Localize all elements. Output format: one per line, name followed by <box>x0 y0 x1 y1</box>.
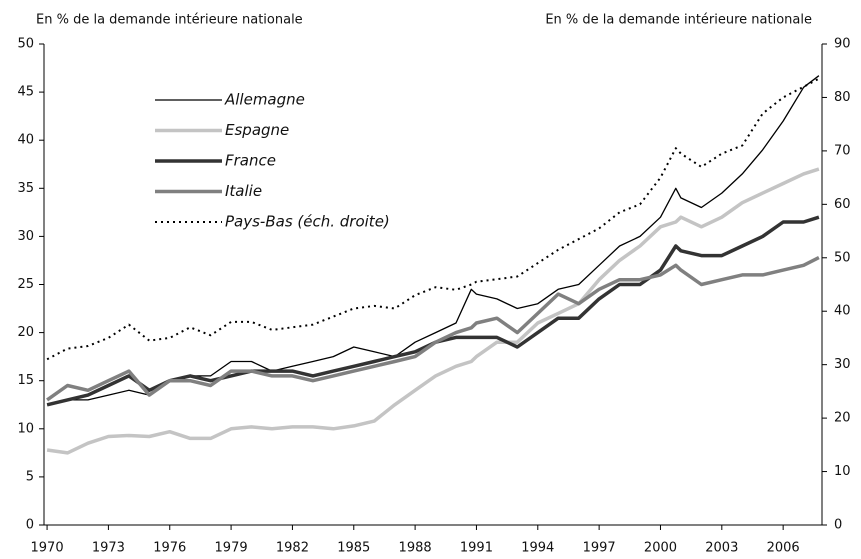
legend-label: Espagne <box>225 121 289 139</box>
y-tick-label: 40 <box>17 133 34 148</box>
y2-axis-label: En % de la demande intérieure nationale <box>545 13 812 28</box>
x-tick-label: 1988 <box>399 541 432 556</box>
legend-label: Italie <box>225 182 262 200</box>
x-tick-label: 1976 <box>153 541 186 556</box>
x-tick-label: 1970 <box>31 541 64 556</box>
x-tick-label: 1982 <box>276 541 309 556</box>
x-tick-label: 1994 <box>521 541 554 556</box>
x-tick-label: 2003 <box>705 541 738 556</box>
y-tick-label: 0 <box>26 518 34 533</box>
y2-tick-label: 20 <box>834 411 851 426</box>
series-line <box>46 167 820 455</box>
x-tick-label: 2006 <box>767 541 800 556</box>
x-tick-label: 1991 <box>460 541 493 556</box>
x-tick-label: 1985 <box>337 541 370 556</box>
y-tick-label: 15 <box>17 373 34 388</box>
y-tick-label: 10 <box>17 421 34 436</box>
y2-tick-label: 10 <box>834 464 851 479</box>
series-line <box>46 77 820 361</box>
legend-label: Pays-Bas (éch. droite) <box>225 213 390 231</box>
legend-label: France <box>225 152 276 170</box>
y-tick-label: 50 <box>17 37 34 52</box>
legend-label: Allemagne <box>224 91 305 109</box>
series-line <box>46 215 820 407</box>
series-line <box>46 75 820 406</box>
y2-tick-label: 60 <box>834 197 851 212</box>
x-tick-label: 1997 <box>583 541 616 556</box>
y-axis-label: En % de la demande intérieure nationale <box>36 13 303 28</box>
y-tick-label: 25 <box>17 277 34 292</box>
y-tick-label: 35 <box>17 181 34 196</box>
x-tick-label: 2000 <box>644 541 677 556</box>
y-tick-label: 5 <box>26 469 34 484</box>
y2-tick-label: 80 <box>834 90 851 105</box>
y2-tick-label: 90 <box>834 37 851 52</box>
y2-tick-label: 70 <box>834 143 851 158</box>
y-tick-label: 45 <box>17 85 34 100</box>
x-tick-label: 1973 <box>92 541 125 556</box>
y-tick-label: 30 <box>17 229 34 244</box>
y-tick-label: 20 <box>17 325 34 340</box>
y2-tick-label: 50 <box>834 250 851 265</box>
y2-tick-label: 30 <box>834 357 851 372</box>
y2-tick-label: 40 <box>834 304 851 319</box>
x-tick-label: 1979 <box>215 541 248 556</box>
y2-tick-label: 0 <box>834 518 842 533</box>
series-line <box>46 256 820 402</box>
